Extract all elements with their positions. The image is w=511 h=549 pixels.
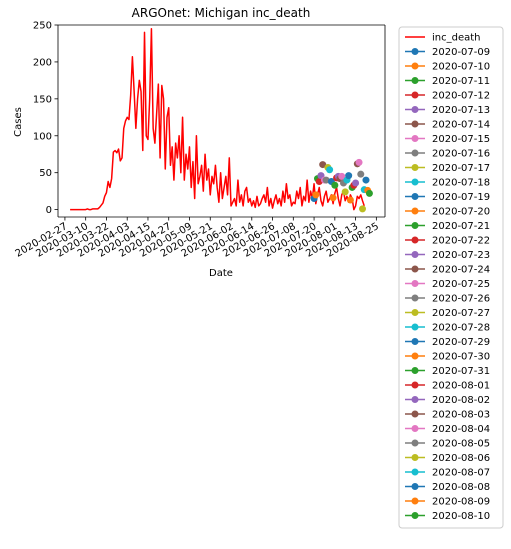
forecast-point-2020-07-14: [319, 161, 327, 169]
legend-swatch-marker: [411, 265, 419, 273]
forecast-point-2020-08-06: [359, 205, 367, 213]
legend-label: 2020-07-11: [432, 76, 490, 87]
forecast-point-2020-07-27: [341, 188, 349, 196]
legend-swatch-marker: [411, 207, 419, 215]
legend-swatch-marker: [411, 425, 419, 432]
legend-label: 2020-07-12: [432, 91, 490, 102]
legend-label: 2020-07-17: [432, 163, 490, 174]
legend-swatch-marker: [411, 294, 419, 302]
legend-swatch-marker: [411, 280, 419, 287]
legend-swatch-marker: [411, 497, 419, 505]
legend-swatch-marker: [411, 483, 419, 490]
y-axis-label: Cases: [13, 107, 24, 137]
legend-swatch-marker: [411, 454, 419, 461]
y-tick-label: 150: [33, 94, 52, 105]
forecast-point-2020-07-10: [312, 191, 320, 199]
legend-swatch-marker: [411, 512, 419, 519]
legend-label: 2020-08-10: [432, 511, 490, 522]
legend-label: 2020-07-25: [432, 279, 490, 290]
legend-label: 2020-07-21: [432, 221, 490, 232]
forecast-point-2020-08-08: [362, 176, 370, 184]
plot-area: 0501001502002502020-02-272020-03-102020-…: [14, 21, 386, 260]
forecast-point-2020-08-10: [365, 189, 373, 197]
legend-label: 2020-07-15: [432, 134, 490, 145]
legend-label: 2020-07-30: [432, 352, 490, 363]
y-tick-label: 100: [33, 131, 52, 142]
legend-swatch-marker: [411, 236, 419, 244]
legend-label: inc_death: [432, 33, 481, 44]
legend-label: 2020-07-18: [432, 178, 490, 189]
legend-label: 2020-08-07: [432, 468, 490, 479]
legend-swatch-marker: [411, 135, 419, 142]
legend-label: 2020-07-10: [432, 62, 490, 73]
legend-swatch-marker: [411, 468, 419, 476]
chart-title: ARGOnet: Michigan inc_death: [132, 6, 311, 20]
legend-swatch-marker: [411, 439, 419, 447]
forecast-point-2020-08-05: [357, 170, 365, 178]
legend-swatch-marker: [411, 62, 419, 70]
forecast-point-2020-07-20: [329, 194, 337, 202]
legend-label: 2020-07-23: [432, 250, 490, 261]
legend-swatch-marker: [411, 251, 419, 258]
legend-swatch-marker: [411, 410, 419, 418]
legend-label: 2020-08-04: [432, 424, 490, 435]
legend-swatch-marker: [411, 77, 419, 84]
legend-swatch-marker: [411, 381, 419, 389]
legend-label: 2020-08-03: [432, 410, 490, 421]
legend-label: 2020-07-27: [432, 308, 490, 319]
legend-swatch-marker: [411, 48, 419, 55]
legend-label: 2020-07-13: [432, 105, 490, 116]
legend-label: 2020-08-08: [432, 482, 490, 493]
legend-swatch-marker: [411, 338, 419, 345]
legend-label: 2020-08-01: [432, 381, 490, 392]
forecast-point-2020-07-21: [331, 181, 339, 189]
legend-swatch-marker: [411, 120, 419, 128]
forecast-point-2020-07-29: [345, 172, 353, 180]
legend-swatch-marker: [411, 178, 419, 186]
forecast-point-2020-08-02: [352, 179, 360, 187]
legend-swatch-marker: [411, 222, 419, 229]
legend-swatch-marker: [411, 164, 419, 171]
legend-swatch-marker: [411, 323, 419, 331]
legend-label: 2020-08-09: [432, 497, 490, 508]
legend-label: 2020-07-28: [432, 323, 490, 334]
legend-label: 2020-07-26: [432, 294, 490, 305]
legend-swatch-marker: [411, 396, 419, 403]
legend-swatch-marker: [411, 91, 419, 99]
legend-swatch-marker: [411, 352, 419, 360]
legend-label: 2020-07-22: [432, 236, 490, 247]
y-tick-label: 250: [33, 21, 52, 32]
legend-label: 2020-07-31: [432, 366, 490, 377]
legend-swatch-marker: [411, 106, 419, 113]
x-axis-label: Date: [209, 268, 233, 279]
y-tick-label: 0: [46, 205, 52, 216]
legend-label: 2020-08-02: [432, 395, 490, 406]
y-tick-label: 50: [39, 168, 52, 179]
y-tick-label: 200: [33, 57, 52, 68]
legend-label: 2020-07-29: [432, 337, 490, 348]
legend-label: 2020-08-05: [432, 439, 490, 450]
legend-label: 2020-07-16: [432, 149, 490, 160]
legend-label: 2020-07-24: [432, 265, 490, 276]
forecast-point-2020-07-18: [326, 166, 334, 174]
legend-label: 2020-07-20: [432, 207, 490, 218]
legend-swatch-marker: [411, 367, 419, 374]
legend-label: 2020-08-06: [432, 453, 490, 464]
forecast-point-2020-08-04: [355, 158, 363, 166]
forecast-point-2020-07-30: [346, 196, 354, 204]
legend: inc_death 2020-07-09 2020-07-10 2020-07-11 2…: [398, 26, 504, 529]
legend-swatch-marker: [411, 193, 419, 200]
legend-swatch-marker: [411, 149, 419, 157]
legend-label: 2020-07-09: [432, 47, 490, 58]
legend-label: 2020-07-19: [432, 192, 490, 203]
legend-swatch-marker: [411, 309, 419, 316]
legend-label: 2020-07-14: [432, 120, 490, 131]
forecast-point-2020-07-25: [338, 172, 346, 180]
